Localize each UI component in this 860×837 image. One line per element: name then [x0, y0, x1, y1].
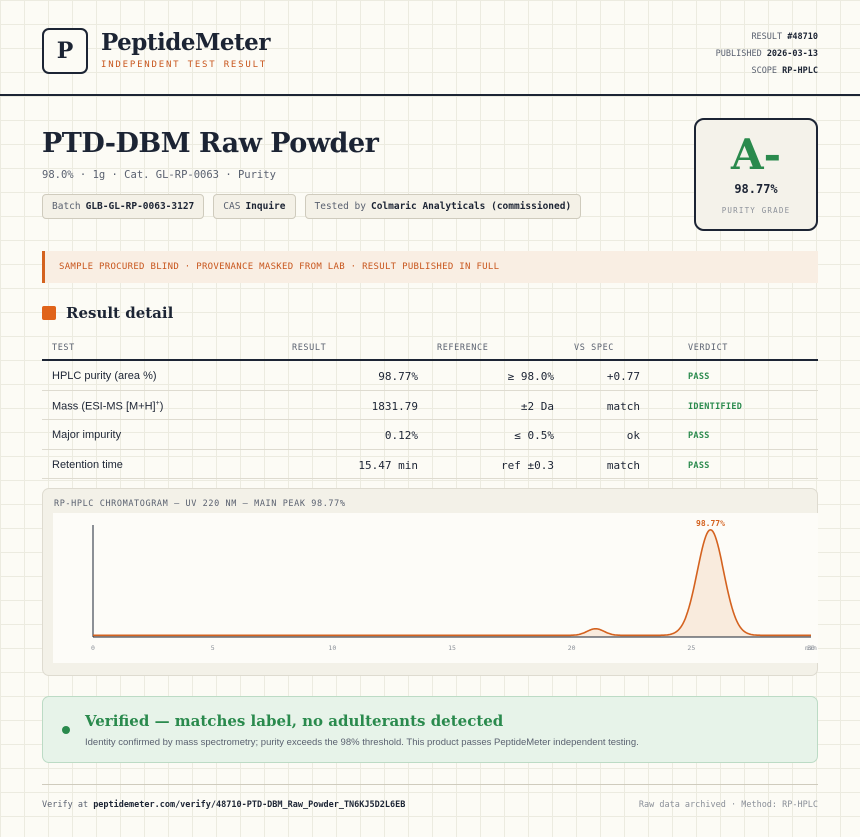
tested-by-chip: Tested by Colmaric Analyticals (commissio…	[304, 194, 582, 219]
cell-verdict: PASS	[688, 431, 710, 441]
tested-label: Tested by	[314, 201, 366, 212]
col-header-test: TEST	[52, 343, 75, 353]
chromatogram-trace	[93, 528, 811, 637]
cell-reference: ±2 Da	[520, 399, 554, 413]
cell-vs-spec: match	[606, 399, 640, 413]
grade-value: 98.77%	[734, 182, 778, 196]
tested-value: Colmaric Analyticals (commissioned)	[370, 201, 572, 212]
x-tick-label: 15	[448, 644, 456, 652]
logo-letter: P	[56, 38, 74, 64]
result-id: #48710	[787, 32, 818, 42]
cell-vs-spec: ok	[626, 429, 640, 442]
cas-label: CAS	[223, 201, 241, 212]
cell-verdict: PASS	[688, 372, 710, 382]
cell-verdict: IDENTIFIED	[688, 401, 743, 412]
brand-subtitle: INDEPENDENT TEST RESULT	[101, 60, 268, 70]
report-footer: Verify at peptidemeter.com/verify/48710-…	[42, 784, 818, 814]
cell-result: 98.77%	[378, 370, 418, 383]
table-row: Mass (ESI-MS [M+H]+) 1831.79 ±2 Da match…	[42, 391, 818, 420]
scope-label: SCOPE	[751, 66, 778, 76]
cell-reference: ≥ 98.0%	[507, 370, 554, 383]
verify-link[interactable]: peptidemeter.com/verify/48710-PTD-DBM_Ra…	[93, 800, 406, 810]
procurement-notice: SAMPLE PROCURED BLIND · PROVENANCE MASKE…	[42, 251, 818, 283]
col-header-vs-spec: VS SPEC	[574, 343, 615, 353]
x-tick-label: 0	[91, 644, 95, 652]
x-tick-label: 20	[568, 644, 576, 652]
cell-result: 0.12%	[384, 429, 418, 442]
section-title: Result detail	[66, 304, 174, 322]
cell-test: HPLC purity (area %)	[52, 370, 157, 382]
col-header-result: RESULT	[292, 343, 327, 353]
cell-test: Major impurity	[52, 429, 122, 441]
cell-result: 1831.79	[371, 399, 418, 413]
verify-line: Verify at peptidemeter.com/verify/48710-…	[42, 800, 405, 810]
cell-verdict: PASS	[688, 460, 710, 471]
result-label: RESULT	[751, 32, 783, 42]
cell-reference: ref ±0.3	[501, 458, 554, 472]
cell-reference: ≤ 0.5%	[514, 429, 554, 442]
chromatogram-title: RP-HPLC CHROMATOGRAM — UV 220 NM — MAIN …	[54, 499, 346, 509]
purity-grade-card: A- 98.77% PURITY GRADE	[694, 118, 818, 231]
verified-banner: Verified — matches label, no adulterants…	[42, 696, 818, 763]
cas-value: Inquire	[245, 201, 286, 212]
batch-chip: Batch GLB-GL-RP-0063-3127	[42, 194, 205, 219]
scope-value: RP-HPLC	[782, 66, 818, 76]
chromatogram-plot-area: 0 5 10 15 20 25 30 min 98.77%	[53, 513, 818, 663]
cell-test: Mass (ESI-MS [M+H]+)	[52, 400, 163, 413]
report-header: P PeptideMeter INDEPENDENT TEST RESULT R…	[0, 0, 860, 96]
verified-dot-icon	[62, 726, 70, 734]
col-header-reference: REFERENCE	[437, 343, 489, 353]
batch-value: GLB-GL-RP-0063-3127	[85, 201, 195, 212]
x-tick-label: 5	[211, 644, 215, 652]
grade-label: PURITY GRADE	[721, 206, 791, 215]
cell-test-end: )	[159, 400, 164, 413]
product-subline: 98.0% · 1g · Cat. GL-RP-0063 · Purity	[42, 169, 276, 181]
cell-test: Retention time	[52, 458, 123, 471]
table-row: Retention time 15.47 min ref ±0.3 match …	[42, 450, 818, 479]
product-title: PTD-DBM Raw Powder	[42, 128, 379, 159]
batch-label: Batch	[52, 201, 81, 212]
table-row: Major impurity 0.12% ≤ 0.5% ok PASS	[42, 420, 818, 450]
footer-method: Raw data archived · Method: RP-HPLC	[638, 800, 818, 810]
published-date: 2026-03-13	[766, 49, 818, 59]
brand-logo: P	[42, 28, 88, 74]
cell-vs-spec: +0.77	[606, 370, 640, 383]
verify-prefix: Verify at	[42, 800, 89, 810]
brand-name: PeptideMeter	[101, 29, 270, 56]
published-label: PUBLISHED	[715, 49, 762, 59]
product-chips: Batch GLB-GL-RP-0063-3127 CAS Inquire Test…	[42, 194, 582, 219]
section-header: Result detail	[42, 304, 173, 322]
cell-result: 15.47 min	[358, 458, 418, 472]
x-tick-label: 25	[687, 644, 695, 652]
verified-title: Verified — matches label, no adulterants…	[85, 712, 504, 730]
verified-text: Identity confirmed by mass spectrometry;…	[85, 737, 639, 748]
peak-label: 98.77%	[696, 519, 725, 528]
x-tick-label: 10	[328, 644, 336, 652]
section-marker-icon	[42, 306, 56, 320]
x-tick-label: 30	[807, 644, 815, 652]
chromatogram-panel: RP-HPLC CHROMATOGRAM — UV 220 NM — MAIN …	[42, 488, 818, 676]
cell-test-text: Mass (ESI-MS [M+H]	[52, 400, 156, 413]
table-row: HPLC purity (area %) 98.77% ≥ 98.0% +0.7…	[42, 361, 818, 391]
cas-chip: CAS Inquire	[213, 194, 296, 219]
cell-test-superscript: +	[155, 399, 160, 407]
col-header-verdict: VERDICT	[688, 343, 729, 353]
cell-vs-spec: match	[606, 458, 640, 472]
results-table: TEST RESULT REFERENCE VS SPEC VERDICT HP…	[42, 337, 818, 479]
grade-letter: A-	[730, 130, 782, 179]
table-header: TEST RESULT REFERENCE VS SPEC VERDICT	[42, 337, 818, 361]
report-meta: RESULT #48710 PUBLISHED 2026-03-13 SCOPE…	[716, 29, 818, 80]
x-unit-label: min	[805, 644, 817, 652]
